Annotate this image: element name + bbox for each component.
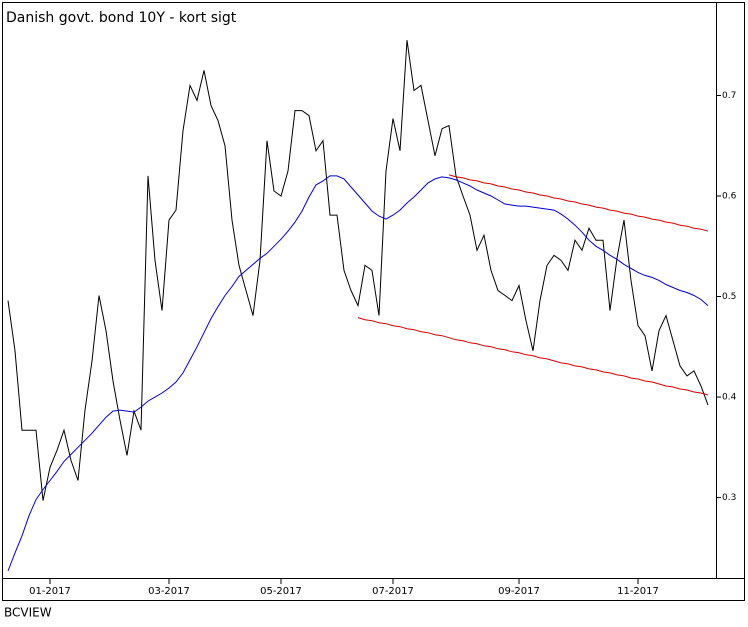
frame: [2, 2, 745, 601]
series-line: [448, 174, 709, 232]
x-tick-label: 03-2017: [148, 586, 190, 597]
chart-title: Danish govt. bond 10Y - kort sigt: [6, 10, 237, 26]
series-line: [7, 40, 709, 501]
series-line: [357, 317, 709, 396]
y-tick-label: 0.5: [722, 292, 736, 302]
y-tick-label: 0.6: [722, 192, 737, 202]
y-tick-label: 0.3: [722, 493, 736, 503]
x-tick-label: 07-2017: [372, 586, 414, 597]
x-tick-label: 05-2017: [260, 586, 302, 597]
series-line: [7, 175, 709, 572]
x-tick-label: 09-2017: [498, 586, 540, 597]
y-tick-label: 0.4: [722, 393, 737, 403]
footer: BCVIEW: [4, 606, 52, 620]
x-tick-label: 01-2017: [29, 586, 71, 597]
x-tick-label: 11-2017: [617, 586, 659, 597]
y-tick-label: 0.7: [722, 91, 736, 101]
